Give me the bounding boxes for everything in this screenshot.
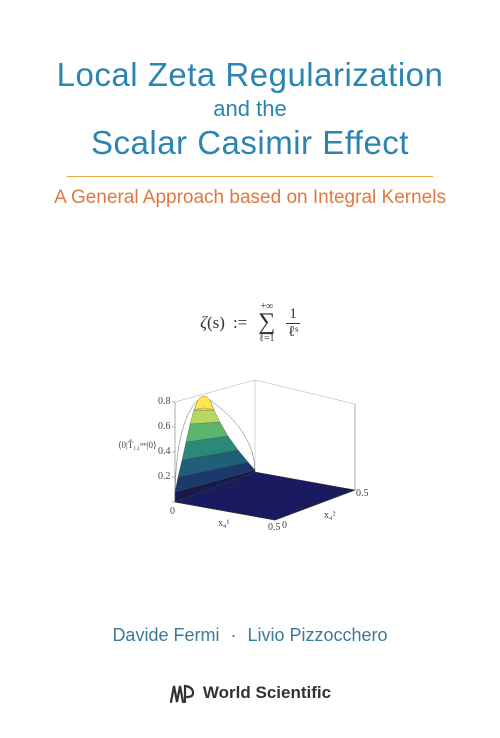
surf-band-5 <box>190 410 220 424</box>
publisher-logo-icon <box>169 682 195 704</box>
figure-area: ζ(s) := +∞ ∑ ℓ=1 1 ℓˢ <box>42 229 458 605</box>
surface-plot-3d: 0.8 0.6 0.4 0.2 ⟨0|T̂₁₂ʳᵉⁿ|0⟩ x₄¹ 0 0.5 … <box>120 362 380 532</box>
authors: Davide Fermi · Livio Pizzocchero <box>42 625 458 646</box>
x-axis-label: x₄¹ <box>218 518 229 529</box>
frac-denominator: ℓˢ <box>288 324 298 340</box>
xtick-max: 0.5 <box>268 522 281 533</box>
ztick-label-max: 0.8 <box>158 396 171 407</box>
author-1: Davide Fermi <box>112 625 219 645</box>
formula-sum: +∞ ∑ ℓ=1 <box>258 302 275 344</box>
formula-lhs: ζ(s) <box>200 313 225 333</box>
formula-fraction: 1 ℓˢ <box>286 307 300 340</box>
logo-p <box>185 686 193 702</box>
formula-assign: := <box>233 313 247 333</box>
title-divider <box>67 176 433 177</box>
y-axis-label: x₄² <box>324 510 335 521</box>
plot-edge-top-back <box>175 380 255 402</box>
surf-lip <box>194 396 214 410</box>
zeta-formula: ζ(s) := +∞ ∑ ℓ=1 1 ℓˢ <box>200 302 300 344</box>
ztick-label-mid3: 0.2 <box>158 471 171 482</box>
ytick-max: 0.5 <box>356 488 369 499</box>
ztick-label-mid1: 0.6 <box>158 421 171 432</box>
xtick-min: 0 <box>170 506 175 517</box>
frac-numerator: 1 <box>286 307 300 324</box>
title-line-1: Local Zeta Regularization <box>42 56 458 94</box>
publisher-name: World Scientific <box>203 683 331 703</box>
z-axis-label: ⟨0|T̂₁₂ʳᵉⁿ|0⟩ <box>118 440 157 451</box>
title-line-2: and the <box>42 96 458 122</box>
plot-edge-top-right <box>255 380 355 404</box>
ytick-min: 0 <box>282 520 287 531</box>
formula-arg: (s) <box>207 313 225 332</box>
subtitle: A General Approach based on Integral Ker… <box>42 187 458 209</box>
sum-lower: ℓ=1 <box>259 334 274 344</box>
title-block: Local Zeta Regularization and the Scalar… <box>42 56 458 162</box>
title-line-3: Scalar Casimir Effect <box>42 124 458 162</box>
author-2: Livio Pizzocchero <box>248 625 388 645</box>
formula-zeta: ζ <box>200 313 207 332</box>
book-cover: Local Zeta Regularization and the Scalar… <box>0 0 500 738</box>
logo-w <box>171 686 183 702</box>
author-separator: · <box>230 625 236 645</box>
sum-sigma: ∑ <box>258 312 275 334</box>
ztick-label-mid2: 0.4 <box>158 446 171 457</box>
publisher-block: World Scientific <box>0 682 500 704</box>
